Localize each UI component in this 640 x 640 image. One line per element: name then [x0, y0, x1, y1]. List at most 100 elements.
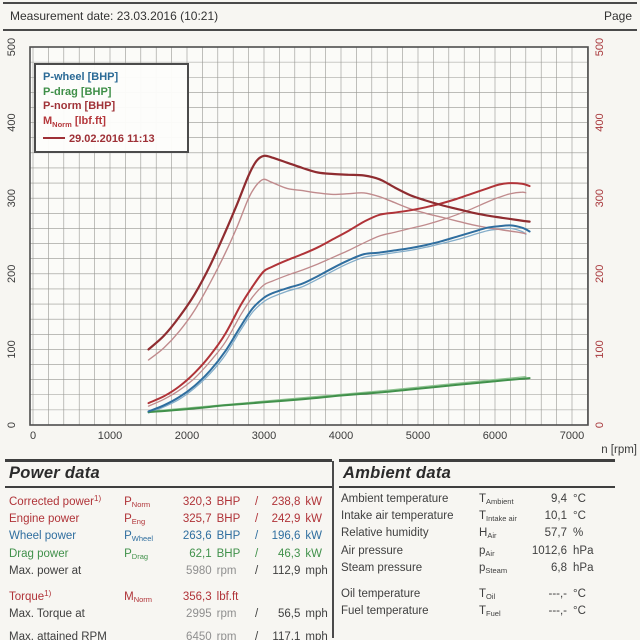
- row-value-1: 2995: [186, 608, 212, 621]
- row-label: Torque1): [9, 589, 52, 604]
- measurement-date-label: Measurement date: 23.03.2016 (10:21): [10, 9, 219, 23]
- power-row-max-attained-rpm: Max. attained RPM 6450 rpm / 117,1 mph: [5, 630, 332, 640]
- row-value: 10,1: [544, 510, 567, 523]
- row-symbol: MNorm: [124, 591, 153, 605]
- curve-m-norm-lbf-ft-29-02-2016-11-13: [147, 178, 527, 361]
- row-label: Fuel temperature: [341, 605, 429, 618]
- dyno-chart: 0 1000 2000 3000 4000 5000 6000 7000 n [rpm] 0 100…: [0, 33, 640, 457]
- ambient-data-title: Ambient data: [339, 462, 615, 488]
- row-symbol: HAir: [479, 527, 497, 541]
- row-label: Oil temperature: [341, 588, 421, 601]
- row-separator: /: [255, 564, 259, 577]
- row-unit-2: kW: [305, 530, 322, 543]
- ambient-row-fuel-temperature: Fuel temperature TFuel ---,- °C: [339, 604, 615, 621]
- row-value: ---,-: [548, 605, 567, 618]
- power-row-torque: Torque1) MNorm 356,3 lbf.ft: [5, 587, 332, 607]
- row-unit-2: kW: [305, 513, 322, 526]
- row-unit-1: lbf.ft: [216, 591, 239, 604]
- row-value-2: 46,3: [277, 547, 301, 560]
- row-symbol: TOil: [479, 588, 496, 602]
- row-symbol: TFuel: [479, 605, 501, 619]
- row-separator: /: [255, 496, 259, 508]
- row-unit-2: mph: [305, 564, 328, 577]
- plot-frame: [29, 46, 589, 426]
- report-header: Measurement date: 23.03.2016 (10:21) Pag…: [10, 9, 632, 23]
- row-symbol: TAmbient: [479, 493, 514, 506]
- ambient-row-intake-air-temperature: Intake air temperature TIntake air 10,1 °C: [339, 509, 615, 526]
- row-value-1: 356,3: [182, 591, 212, 604]
- row-label: Wheel power: [9, 530, 77, 543]
- row-value: 6,8: [551, 561, 567, 574]
- y-left-tick-label: 0: [6, 422, 18, 428]
- row-value-1: 320,3: [182, 496, 212, 508]
- ambient-data-section: Ambient data Ambient temperature TAmbient…: [339, 459, 615, 621]
- power-row-max-torque-at: Max. Torque at 2995 rpm / 56,5 mph: [5, 607, 332, 621]
- row-value: 1012,6: [531, 544, 567, 557]
- row-unit: °C: [573, 605, 586, 618]
- row-symbol: TIntake air: [479, 510, 517, 524]
- row-value-1: 325,7: [182, 513, 212, 526]
- legend-line-swatch: [43, 137, 65, 140]
- ambient-row-air-pressure: Air pressure pAir 1012,6 hPa: [339, 544, 615, 561]
- row-label: Relative humidity: [341, 527, 429, 540]
- row-value-2: 117,1: [272, 631, 301, 640]
- ambient-row-ambient-temperature: Ambient temperature TAmbient 9,4 °C: [339, 492, 615, 509]
- row-value-2: 56,5: [277, 608, 301, 621]
- ambient-data-rows: Ambient temperature TAmbient 9,4 °C Intake a…: [339, 488, 615, 621]
- legend-item-2: P-norm [BHP]: [43, 100, 116, 112]
- header-rule-bottom: [3, 29, 637, 31]
- ambient-row-oil-temperature: Oil temperature TOil ---,- °C: [339, 587, 615, 604]
- row-value: 57,7: [544, 527, 567, 540]
- row-symbol: PEng: [124, 513, 146, 527]
- legend-item-0: P-wheel [BHP]: [43, 71, 119, 83]
- power-row-engine-power: Engine power PEng 325,7 BHP / 242,9 kW: [5, 512, 332, 529]
- y-right-tick-label: 200: [594, 265, 606, 283]
- row-unit-1: BHP: [216, 513, 241, 526]
- curve-p-drag-bhp-23-03-2016: [147, 377, 531, 414]
- row-unit-1: BHP: [216, 496, 241, 508]
- row-symbol: pSteam: [479, 561, 508, 575]
- row-label: Engine power: [9, 513, 80, 526]
- row-value-2: 238,8: [271, 496, 301, 508]
- row-unit: %: [573, 527, 584, 540]
- x-tick-label: 6000: [483, 430, 507, 442]
- y-left-tick-label: 200: [6, 265, 18, 283]
- x-axis-unit-label: n [rpm]: [601, 444, 637, 456]
- row-value-1: 6450: [186, 631, 212, 640]
- legend-item-3: MNorm [lbf.ft]: [43, 114, 106, 129]
- row-separator: /: [255, 530, 259, 543]
- curve-p-norm-bhp-23-03-2016: [147, 182, 531, 405]
- y-left-tick-label: 400: [6, 113, 18, 131]
- y-left-tick-label: 100: [6, 340, 18, 358]
- row-value-2: 196,6: [271, 530, 301, 543]
- y-right-tick-label: 500: [594, 38, 606, 56]
- x-tick-label: 5000: [406, 430, 430, 442]
- legend-item-1: P-drag [BHP]: [43, 85, 112, 98]
- x-tick-label: 4000: [329, 430, 353, 442]
- row-value-2: 242,9: [271, 513, 301, 526]
- row-unit: °C: [573, 510, 586, 523]
- row-unit-2: mph: [305, 631, 328, 640]
- header-rule-top: [3, 2, 637, 4]
- power-row-drag-power: Drag power PDrag 62,1 BHP / 46,3 kW: [5, 547, 332, 564]
- row-label: Corrected power1): [9, 494, 102, 508]
- legend-item-4: 29.02.2016 11:13: [43, 132, 181, 147]
- y-left-tick-label: 500: [6, 38, 18, 56]
- row-separator: /: [255, 608, 259, 621]
- row-unit-1: rpm: [216, 631, 237, 640]
- row-unit-2: kW: [305, 547, 322, 560]
- chart-legend: P-wheel [BHP] P-drag [BHP] P-norm [BHP] MNo…: [34, 63, 189, 153]
- power-data-title: Power data: [5, 462, 332, 488]
- curve-p-norm-bhp-29-02-2016-11-13: [147, 191, 527, 407]
- power-row-max-power-at: Max. power at 5980 rpm / 112,9 mph: [5, 564, 332, 578]
- row-value: 9,4: [551, 493, 567, 505]
- x-tick-label: 7000: [560, 430, 584, 442]
- row-separator: /: [255, 547, 259, 560]
- row-value-1: 62,1: [189, 547, 212, 560]
- x-tick-label: 1000: [98, 430, 122, 442]
- page-label: Page: [603, 9, 632, 23]
- y-left-tick-label: 300: [6, 189, 18, 207]
- row-separator: /: [255, 513, 259, 526]
- row-unit-1: BHP: [216, 530, 241, 543]
- row-label: Steam pressure: [341, 561, 423, 574]
